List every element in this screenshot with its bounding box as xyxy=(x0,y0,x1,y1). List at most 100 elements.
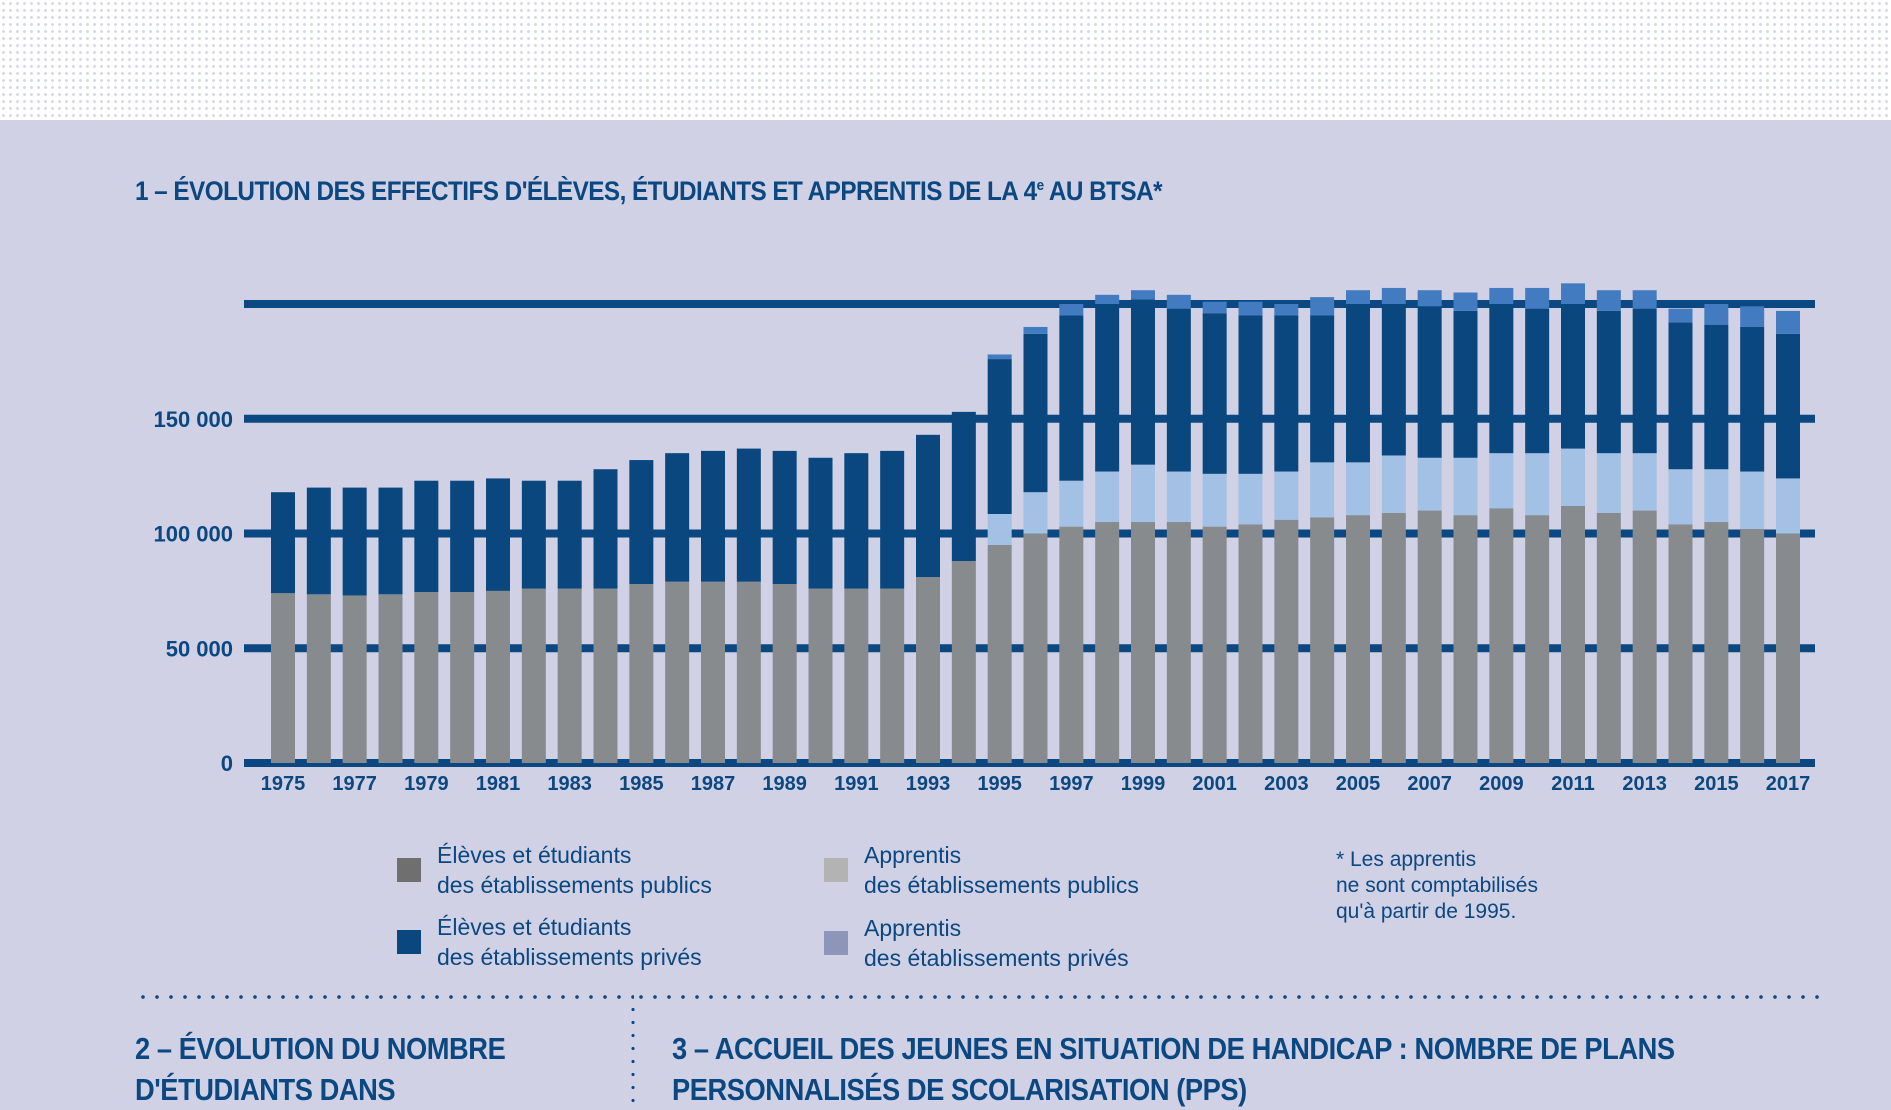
bar-segment-public-students xyxy=(521,588,546,763)
bar-segment-public-apprentices xyxy=(1525,453,1550,516)
bar-1976 xyxy=(306,487,331,763)
bar-segment-private-students xyxy=(665,453,690,582)
chart-title-suffix: AU BTSA* xyxy=(1043,176,1163,206)
chart-title-superscript: e xyxy=(1036,177,1044,194)
bar-segment-public-apprentices xyxy=(1453,457,1478,516)
bar-segment-private-students xyxy=(1166,308,1191,472)
bar-segment-private-students xyxy=(772,450,797,584)
bar-segment-private-students xyxy=(1381,304,1406,456)
x-tick-label: 2007 xyxy=(1407,773,1452,795)
bar-segment-public-students xyxy=(1274,519,1299,763)
x-tick-label: 1975 xyxy=(261,773,306,795)
bar-segment-public-students xyxy=(342,595,367,763)
bar-segment-private-students xyxy=(1095,304,1120,472)
bar-segment-public-students xyxy=(772,583,797,763)
y-tick-label: 150 000 xyxy=(153,407,233,432)
bar-segment-private-students xyxy=(1202,313,1227,474)
bar-segment-public-students xyxy=(1023,533,1048,763)
bar-2000 xyxy=(1166,294,1191,763)
bar-segment-public-students xyxy=(1740,528,1765,763)
bar-1989 xyxy=(772,450,797,763)
bar-segment-private-students xyxy=(916,434,940,578)
bar-1978 xyxy=(378,487,403,763)
bar-segment-public-students xyxy=(1131,522,1155,763)
bar-segment-private-students xyxy=(951,411,976,562)
bar-segment-public-apprentices xyxy=(987,513,1012,545)
section-2-title-line2: D'ÉTUDIANTS DANS xyxy=(135,1072,396,1107)
bar-1982 xyxy=(521,480,546,763)
bar-segment-public-apprentices xyxy=(1238,473,1263,525)
bar-segment-private-students xyxy=(1417,306,1442,458)
bar-segment-private-apprentices xyxy=(1489,287,1514,304)
bar-segment-public-students xyxy=(844,588,869,763)
bar-segment-public-students xyxy=(1166,522,1191,763)
bar-segment-public-students xyxy=(1095,522,1120,763)
bar-segment-public-students xyxy=(486,590,510,763)
bar-segment-public-students xyxy=(987,544,1012,763)
legend-swatch-private-apprentices xyxy=(824,931,848,955)
bar-2011 xyxy=(1561,283,1585,763)
bar-segment-public-students xyxy=(1381,512,1406,763)
footnote-line2: ne sont comptabilisés xyxy=(1336,874,1538,897)
bar-1981 xyxy=(486,478,510,763)
legend-item-private-apprentices: Apprentis des établissements privés xyxy=(824,913,1129,973)
bar-segment-private-apprentices xyxy=(1095,294,1120,304)
bar-segment-public-apprentices xyxy=(1166,471,1191,523)
bar-1980 xyxy=(450,480,475,763)
bar-1985 xyxy=(629,460,654,763)
bar-2008 xyxy=(1453,292,1478,763)
bar-segment-public-apprentices xyxy=(1668,469,1693,525)
bar-segment-public-students xyxy=(1202,526,1227,763)
bar-segment-private-students xyxy=(557,480,582,589)
bar-segment-private-apprentices xyxy=(1417,290,1442,307)
x-tick-label: 2003 xyxy=(1264,773,1309,795)
x-tick-label: 2005 xyxy=(1336,773,1381,795)
y-tick-label: 100 000 xyxy=(153,522,233,547)
footnote: * Les apprentis ne sont comptabilisés qu… xyxy=(1336,847,1538,925)
bar-2015 xyxy=(1704,304,1729,763)
bar-2013 xyxy=(1632,290,1657,763)
bar-segment-public-students xyxy=(736,581,761,763)
bar-segment-public-apprentices xyxy=(1417,457,1442,511)
bar-segment-private-students xyxy=(1776,333,1800,479)
bar-segment-public-apprentices xyxy=(1632,453,1657,511)
bar-1977 xyxy=(342,487,367,763)
bar-segment-private-apprentices xyxy=(1238,301,1263,316)
x-tick-label: 1997 xyxy=(1049,773,1094,795)
bar-segment-public-students xyxy=(1704,522,1729,763)
x-tick-label: 1987 xyxy=(691,773,736,795)
bar-2007 xyxy=(1417,290,1442,763)
bar-segment-public-apprentices xyxy=(1131,464,1155,523)
bar-segment-private-students xyxy=(1310,315,1335,463)
bar-segment-public-students xyxy=(557,588,582,763)
x-tick-label: 1993 xyxy=(906,773,951,795)
bar-segment-public-students xyxy=(701,581,725,763)
bar-segment-private-students xyxy=(1525,308,1550,454)
bar-segment-public-students xyxy=(916,577,940,763)
section-divider-left xyxy=(136,995,634,999)
bar-1988 xyxy=(736,448,761,763)
x-tick-label: 1989 xyxy=(762,773,807,795)
section-divider-vertical xyxy=(631,1003,635,1108)
bar-segment-public-apprentices xyxy=(1274,471,1299,520)
legend-item-public-apprentices: Apprentis des établissements publics xyxy=(824,840,1139,900)
bar-segment-public-apprentices xyxy=(1381,455,1406,513)
bar-2012 xyxy=(1596,290,1621,763)
bar-segment-private-students xyxy=(1596,310,1621,454)
x-tick-label: 1981 xyxy=(476,773,521,795)
section-3-title-line1: 3 – ACCUEIL DES JEUNES EN SITUATION DE H… xyxy=(672,1031,1675,1066)
bar-segment-private-students xyxy=(1023,333,1048,493)
x-tick-label: 1991 xyxy=(834,773,879,795)
bar-1984 xyxy=(593,469,618,763)
legend-label-line1: Apprentis xyxy=(864,842,962,868)
bar-segment-private-apprentices xyxy=(1131,290,1155,300)
legend-label-line1: Élèves et étudiants xyxy=(437,842,632,868)
section-2-title: 2 – ÉVOLUTION DU NOMBRE D'ÉTUDIANTS DANS xyxy=(135,1028,506,1110)
bar-segment-private-apprentices xyxy=(1059,304,1084,316)
bar-segment-public-students xyxy=(1776,533,1800,763)
legend-item-private-students: Élèves et étudiants des établissements pr… xyxy=(397,912,702,972)
bar-1996 xyxy=(1023,326,1048,763)
bar-segment-public-apprentices xyxy=(1776,478,1800,534)
chart-title-text: 1 – ÉVOLUTION DES EFFECTIFS D'ÉLÈVES, ÉT… xyxy=(135,176,1037,206)
bar-segment-private-students xyxy=(736,448,761,582)
